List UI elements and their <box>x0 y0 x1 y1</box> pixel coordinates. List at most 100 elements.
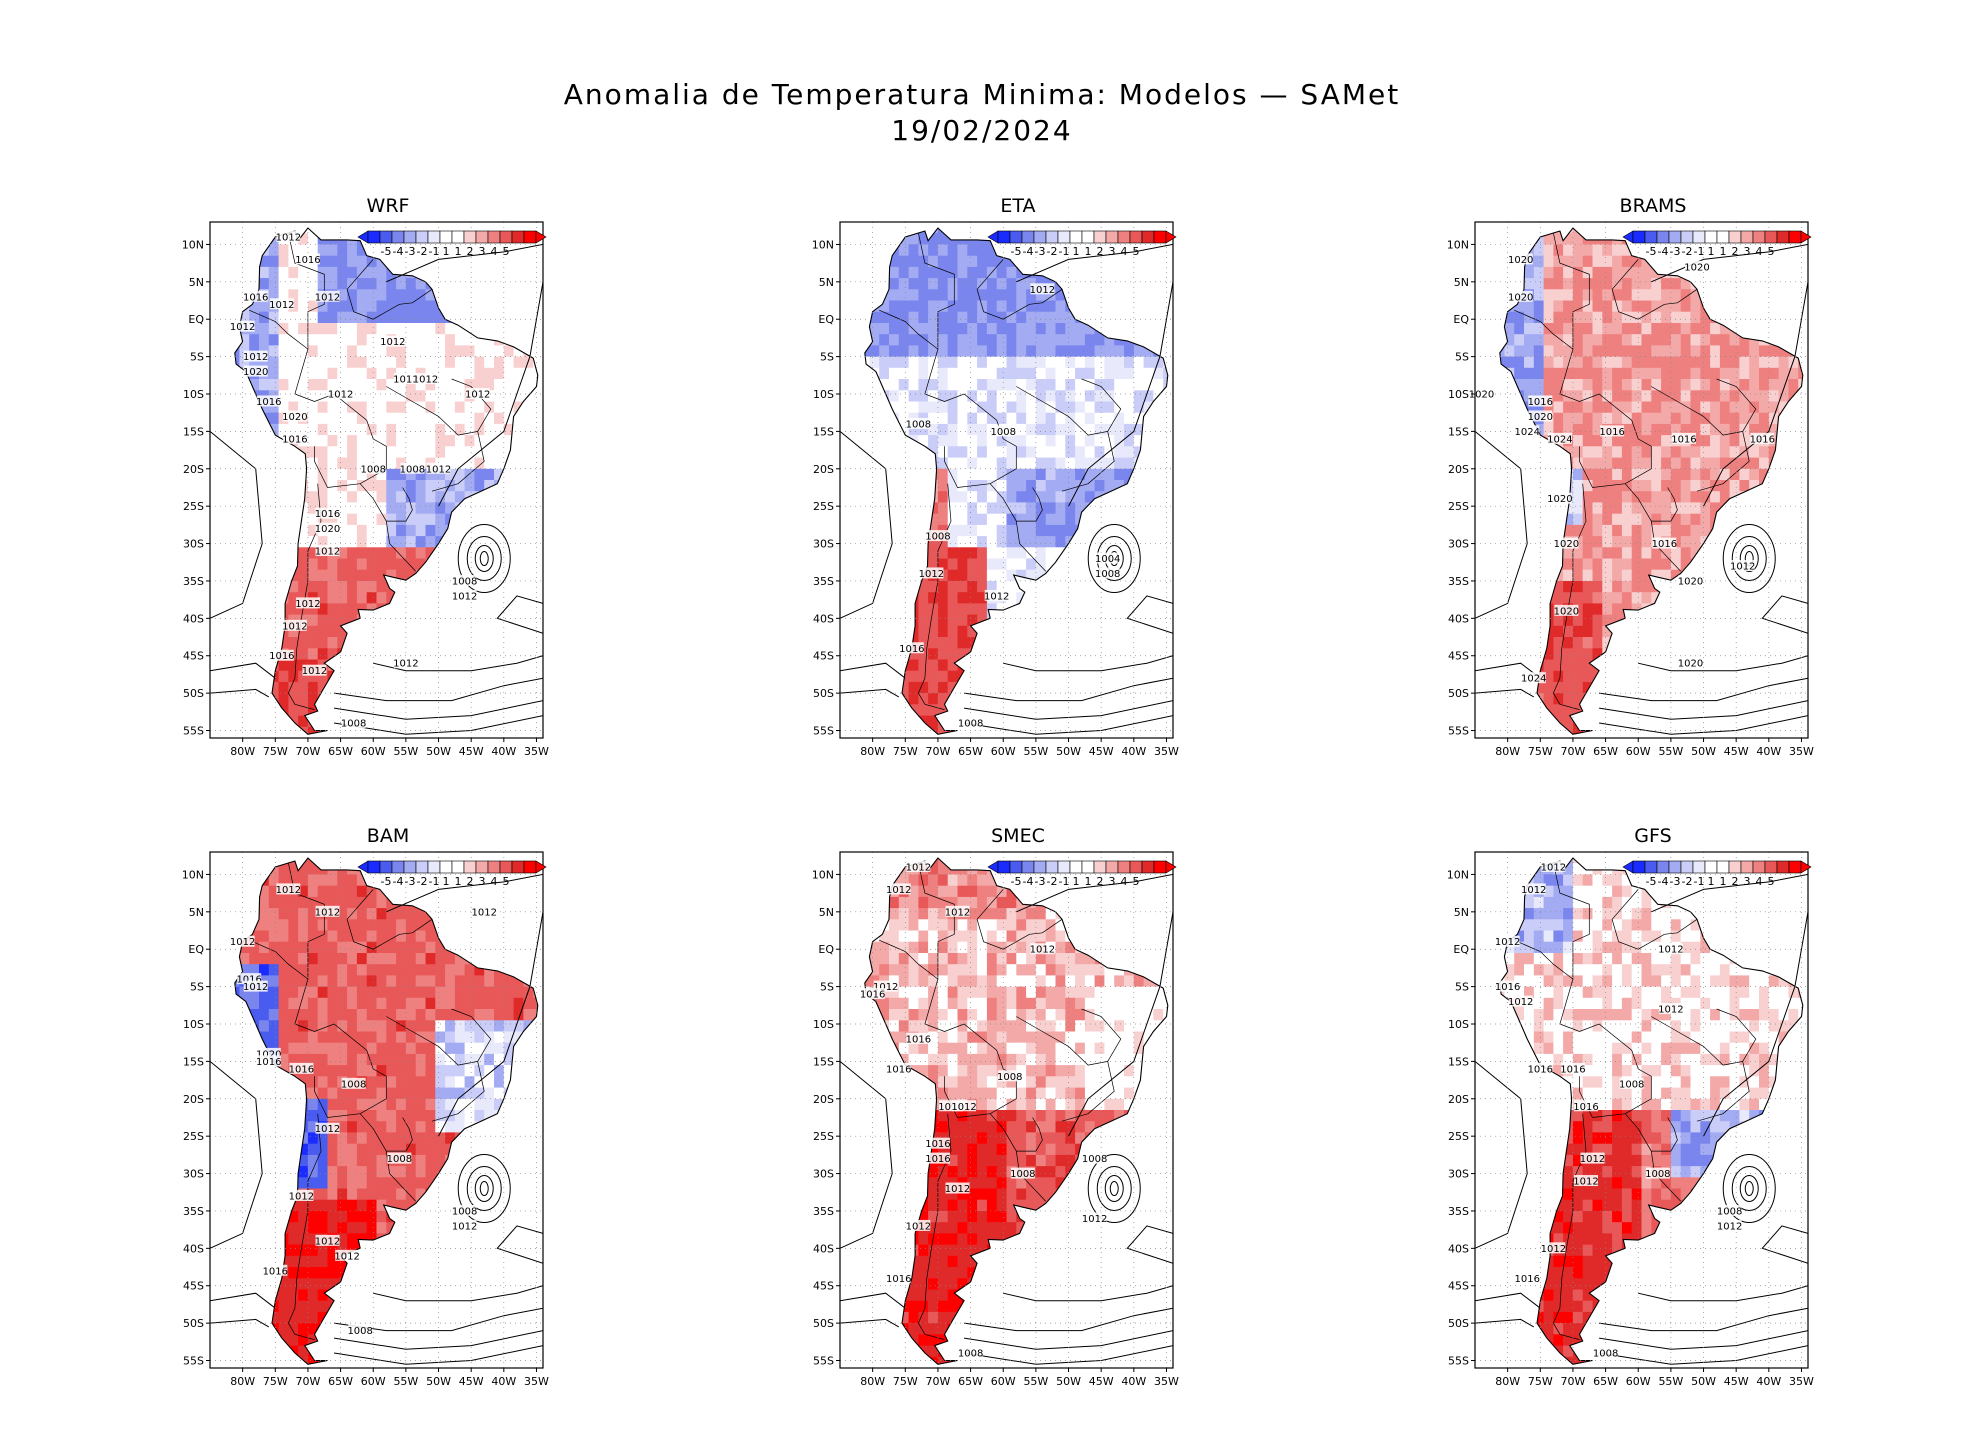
anomaly-cell <box>1084 412 1096 425</box>
anomaly-cell <box>1563 693 1574 705</box>
anomaly-cell <box>850 648 860 660</box>
anomaly-cell <box>967 401 978 414</box>
anomaly-cell <box>937 278 949 290</box>
anomaly-cell <box>484 659 495 672</box>
anomaly-cell <box>1055 547 1066 560</box>
anomaly-cell <box>947 266 959 279</box>
anomaly-cell <box>1572 569 1584 582</box>
anomaly-cell <box>317 244 329 257</box>
anomaly-cell <box>1133 502 1145 515</box>
anomaly-cell <box>1514 334 1525 346</box>
anomaly-cell <box>1026 300 1037 313</box>
anomaly-cell <box>268 367 280 380</box>
anomaly-cell <box>1045 356 1057 369</box>
anomaly-cell <box>850 267 860 279</box>
anomaly-cell <box>278 311 289 324</box>
anomaly-cell <box>1045 491 1057 503</box>
lon-label: 55W <box>393 745 418 758</box>
anomaly-cell <box>317 480 329 492</box>
anomaly-cell <box>1729 345 1740 358</box>
anomaly-cell <box>396 300 407 313</box>
isobar-label: 1012 <box>465 390 490 401</box>
anomaly-cell <box>1143 569 1154 582</box>
anomaly-cell <box>1514 379 1525 391</box>
anomaly-cell <box>454 480 466 492</box>
anomaly-cell <box>1104 379 1115 391</box>
anomaly-cell <box>1788 446 1799 459</box>
anomaly-cell <box>1499 681 1505 694</box>
lon-label: 80W <box>860 745 885 758</box>
anomaly-cell <box>1475 267 1485 279</box>
anomaly-cell <box>317 648 329 661</box>
anomaly-cell <box>366 289 378 302</box>
anomaly-cell <box>1661 637 1672 649</box>
anomaly-cell <box>1543 614 1554 627</box>
anomaly-cell <box>986 311 998 324</box>
anomaly-cell <box>327 592 338 604</box>
anomaly-cell <box>425 581 436 593</box>
anomaly-cell <box>1006 345 1017 358</box>
anomaly-cell <box>1124 446 1135 459</box>
anomaly-cell <box>435 659 446 672</box>
anomaly-cell <box>850 469 860 481</box>
anomaly-cell <box>1778 625 1789 638</box>
anomaly-cell <box>1621 513 1633 526</box>
anomaly-cell <box>864 311 870 324</box>
anomaly-cell <box>1133 491 1145 503</box>
anomaly-cell <box>1475 289 1485 301</box>
anomaly-cell <box>1084 637 1096 649</box>
anomaly-cell <box>908 693 919 705</box>
anomaly-cell <box>1670 323 1682 335</box>
anomaly-cell <box>1153 569 1164 582</box>
anomaly-cell <box>1094 704 1105 717</box>
anomaly-cell <box>239 726 250 735</box>
colorbar-swatch <box>415 230 429 244</box>
anomaly-cell <box>879 715 890 728</box>
anomaly-cell <box>986 715 998 728</box>
anomaly-cell <box>347 233 358 245</box>
anomaly-cell <box>1759 648 1770 661</box>
anomaly-cell <box>1163 468 1168 481</box>
anomaly-cell <box>967 558 978 571</box>
anomaly-cell <box>1641 379 1652 391</box>
anomaly-cell <box>1055 300 1066 313</box>
anomaly-cell <box>1710 435 1721 447</box>
anomaly-cell <box>366 536 378 548</box>
anomaly-cell <box>1612 255 1623 268</box>
anomaly-cell <box>1543 558 1554 571</box>
colorbar-label: 2 <box>467 245 474 258</box>
anomaly-cell <box>1749 726 1760 735</box>
anomaly-cell <box>503 390 515 403</box>
figure-title: Anomalia de Temperatura Minima: Modelos … <box>563 78 1401 111</box>
isobar-label: 1012 <box>295 599 320 610</box>
anomaly-cell <box>1700 289 1711 302</box>
anomaly-cell <box>327 379 338 391</box>
anomaly-cell <box>415 412 427 425</box>
anomaly-cell <box>415 423 427 436</box>
anomaly-cell <box>928 435 939 447</box>
anomaly-cell <box>220 390 230 402</box>
anomaly-cell <box>1710 423 1721 436</box>
anomaly-cell <box>366 558 378 571</box>
anomaly-cell <box>1543 536 1554 548</box>
anomaly-cell <box>1514 502 1525 515</box>
anomaly-cell <box>898 401 910 414</box>
anomaly-cell <box>1065 446 1076 459</box>
anomaly-cell <box>918 278 929 290</box>
anomaly-cell <box>1104 614 1115 627</box>
anomaly-cell <box>1055 603 1066 616</box>
anomaly-cell <box>1016 457 1027 470</box>
anomaly-cell <box>1768 468 1780 481</box>
anomaly-cell <box>1163 412 1168 425</box>
anomaly-cell <box>1143 379 1154 391</box>
anomaly-cell <box>1582 255 1594 268</box>
anomaly-cell <box>879 323 890 335</box>
anomaly-cell <box>259 233 270 245</box>
anomaly-cell <box>268 603 280 616</box>
anomaly-cell <box>1612 244 1623 257</box>
anomaly-cell <box>366 367 378 380</box>
anomaly-cell <box>337 233 348 245</box>
anomaly-cell <box>840 727 850 739</box>
anomaly-cell <box>1719 715 1731 728</box>
anomaly-cell <box>337 581 348 593</box>
